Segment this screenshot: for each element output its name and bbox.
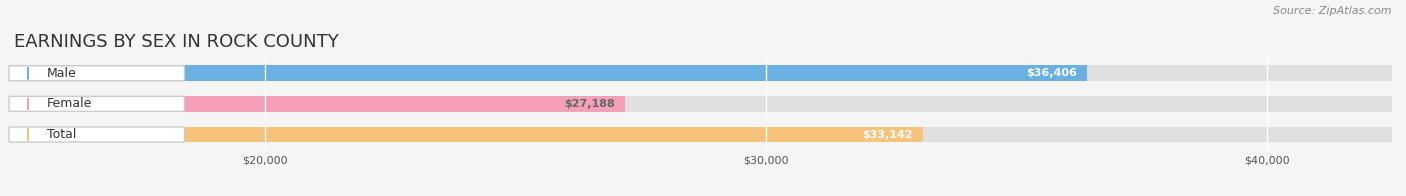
Text: Male: Male: [46, 67, 76, 80]
Text: Source: ZipAtlas.com: Source: ZipAtlas.com: [1274, 6, 1392, 16]
FancyBboxPatch shape: [8, 127, 184, 142]
Bar: [14, 65, 1087, 81]
Bar: [14, 127, 1392, 142]
Bar: [14, 96, 1392, 112]
Bar: [14, 127, 924, 142]
Text: EARNINGS BY SEX IN ROCK COUNTY: EARNINGS BY SEX IN ROCK COUNTY: [14, 33, 339, 51]
FancyBboxPatch shape: [8, 66, 184, 81]
Bar: [14, 65, 1392, 81]
Text: $27,188: $27,188: [564, 99, 614, 109]
Text: $33,142: $33,142: [862, 130, 912, 140]
Text: Total: Total: [46, 128, 76, 141]
Text: $36,406: $36,406: [1026, 68, 1077, 78]
Bar: [14, 96, 624, 112]
Text: Female: Female: [46, 97, 91, 110]
FancyBboxPatch shape: [8, 96, 184, 111]
